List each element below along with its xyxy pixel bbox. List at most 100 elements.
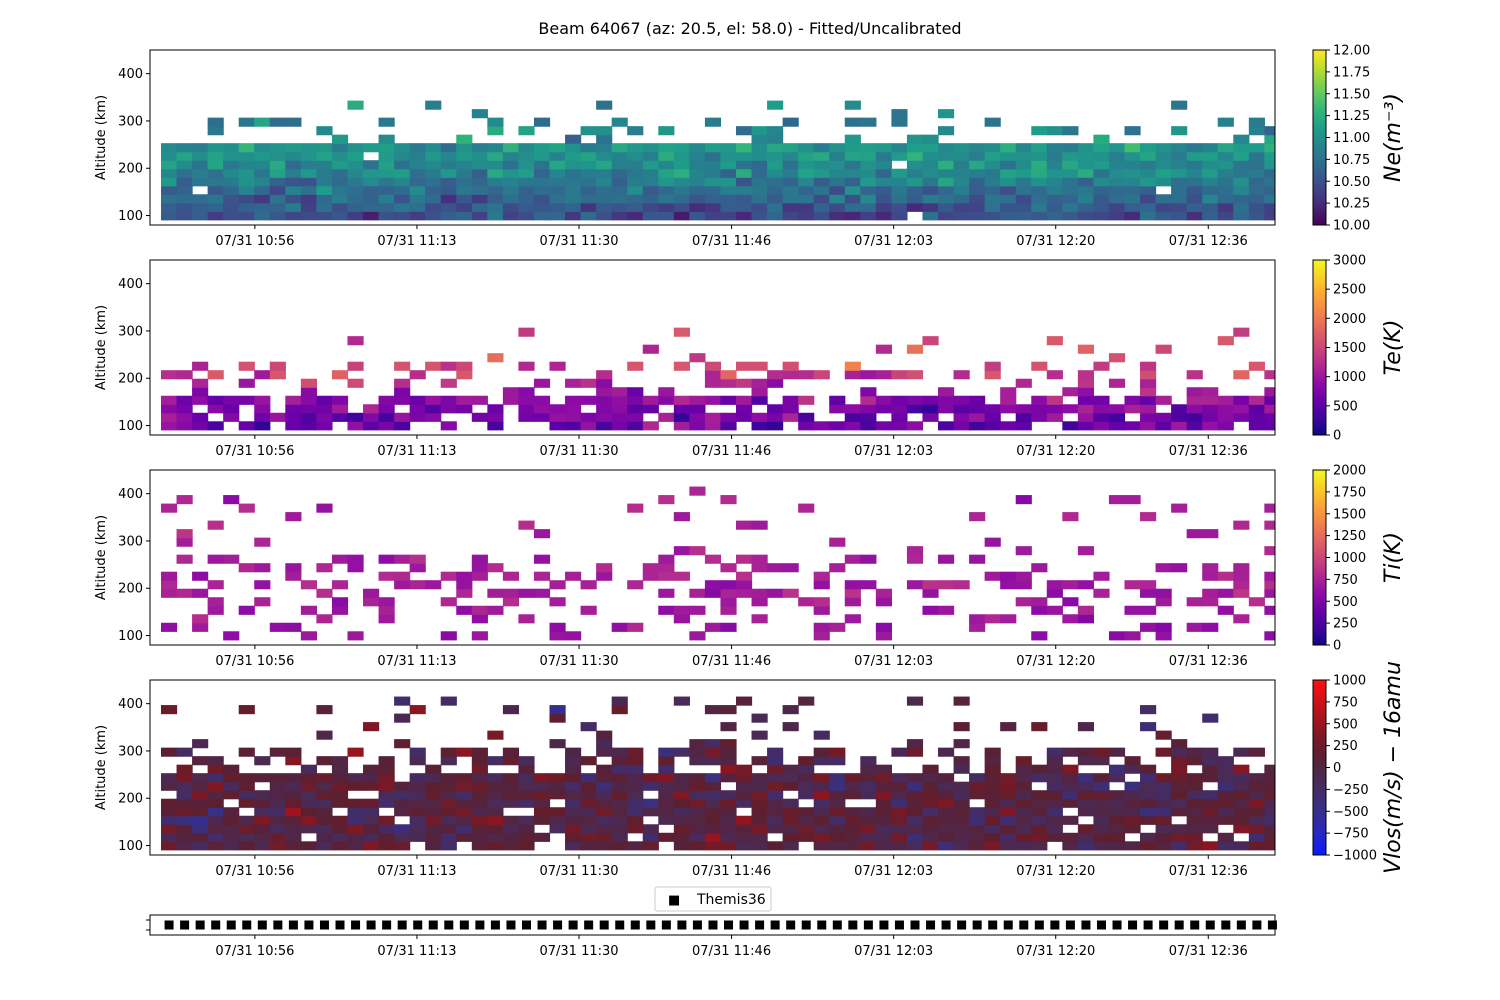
heatmap-cell [642,143,659,153]
heatmap-cell [254,168,271,178]
heatmap-cell [860,756,877,766]
heatmap-cell [549,168,566,178]
heatmap-cell [704,370,722,380]
figure-title: Beam 64067 (az: 20.5, el: 58.0) - Fitted… [538,19,961,38]
heatmap-cell [860,815,877,825]
heatmap-cell [1155,597,1172,607]
heatmap-cell [1264,194,1275,204]
heatmap-cell [673,807,690,817]
heatmap-cell [425,177,442,187]
heatmap-cell [1264,798,1275,808]
heatmap-cell [487,588,504,598]
heatmap-cell [176,781,193,791]
heatmap-cell [502,395,520,405]
y-axis-label: Altitude (km) [94,95,109,180]
heatmap-cell [1264,412,1275,422]
heatmap-cell [502,747,520,757]
heatmap-cell [223,495,240,505]
heatmap-cell [1093,404,1110,414]
heatmap-cell [751,134,768,144]
heatmap-cell [223,177,240,187]
heatmap-cell [1202,143,1219,153]
heatmap-cell [673,177,690,187]
heatmap-cell [829,194,846,204]
heatmap-cell [207,168,224,178]
heatmap-cell [658,832,675,842]
heatmap-cell [922,605,939,615]
heatmap-cell [456,773,473,783]
heatmap-cell [1155,143,1172,153]
heatmap-cell [471,781,488,791]
heatmap-cell [565,168,582,178]
heatmap-cell [813,807,830,817]
heatmap-cell [1015,571,1032,581]
heatmap-cell [192,571,209,581]
heatmap-cell [300,404,318,414]
heatmap-cell [735,151,753,161]
heatmap-cell [1108,421,1126,431]
strip-marker [988,920,998,930]
heatmap-cell [704,705,722,715]
heatmap-cell [347,824,364,834]
heatmap-cell [658,211,675,221]
heatmap-cell [223,832,240,842]
heatmap-cell [207,605,224,615]
heatmap-cell [1233,614,1250,624]
heatmap-cell [238,605,255,615]
heatmap-cell [720,773,737,783]
heatmap-cell [223,194,240,204]
heatmap-cell [580,824,597,834]
heatmap-cell [767,211,784,221]
heatmap-cell [238,824,255,834]
heatmap-cell [1031,597,1048,607]
heatmap-cell [1000,395,1017,405]
colorbar-tick-label: 1500 [1333,341,1366,356]
heatmap-cell [269,773,286,783]
heatmap-cell [751,756,768,766]
heatmap-cell [285,815,302,825]
heatmap-cell [378,841,395,851]
strip-marker [661,920,671,930]
heatmap-cell [285,824,302,834]
heatmap-cell [549,781,566,791]
heatmap-cell [378,597,395,607]
heatmap-cell [1233,168,1250,178]
heatmap-cell [938,185,955,195]
heatmap-cell [409,404,426,414]
heatmap-cell [938,781,955,791]
heatmap-cell [829,185,846,195]
heatmap-cell [363,841,380,851]
colorbar-tick-label: 3000 [1333,254,1366,269]
heatmap-cell [689,486,706,496]
heatmap-cell [378,815,395,825]
heatmap-cell [565,790,582,800]
heatmap-cell [238,421,255,431]
heatmap-cell [767,143,784,153]
heatmap-cell [751,185,768,195]
heatmap-cell [767,378,784,388]
heatmap-cell [596,177,613,187]
heatmap-cell [906,395,924,405]
y-tick-label: 100 [118,209,143,224]
heatmap-cell [1155,815,1172,825]
heatmap-cell [269,747,286,757]
heatmap-cell [953,160,970,170]
heatmap-cell [1186,404,1203,414]
heatmap-cell [223,395,240,405]
heatmap-cell [922,404,939,414]
heatmap-cell [487,781,504,791]
heatmap-cell [1108,807,1126,817]
heatmap-cell [798,143,815,153]
heatmap-cell [207,520,224,530]
heatmap-cell [207,764,224,774]
heatmap-cell [1264,211,1275,221]
heatmap-cell [860,151,877,161]
heatmap-cell [704,739,722,749]
heatmap-cell [596,730,613,740]
heatmap-cell [782,361,799,371]
heatmap-cell [300,790,318,800]
heatmap-cell [891,117,908,127]
heatmap-cell [1093,194,1110,204]
strip-marker [1065,920,1075,930]
heatmap-cell [160,421,178,431]
